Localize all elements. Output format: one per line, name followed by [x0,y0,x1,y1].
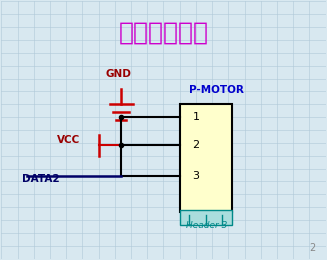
Text: Header 3: Header 3 [186,221,228,230]
Text: 3: 3 [192,171,199,181]
Text: P-MOTOR: P-MOTOR [189,85,244,95]
Text: VCC: VCC [57,135,80,145]
Text: 1: 1 [192,112,199,122]
Text: 舵机控制模块: 舵机控制模块 [118,20,209,44]
Bar [180,104,232,212]
Text: DATA2: DATA2 [23,174,60,184]
Bar [180,210,232,225]
Text: 2: 2 [192,140,199,151]
Text: GND: GND [105,69,131,79]
Text: 2: 2 [310,243,316,254]
